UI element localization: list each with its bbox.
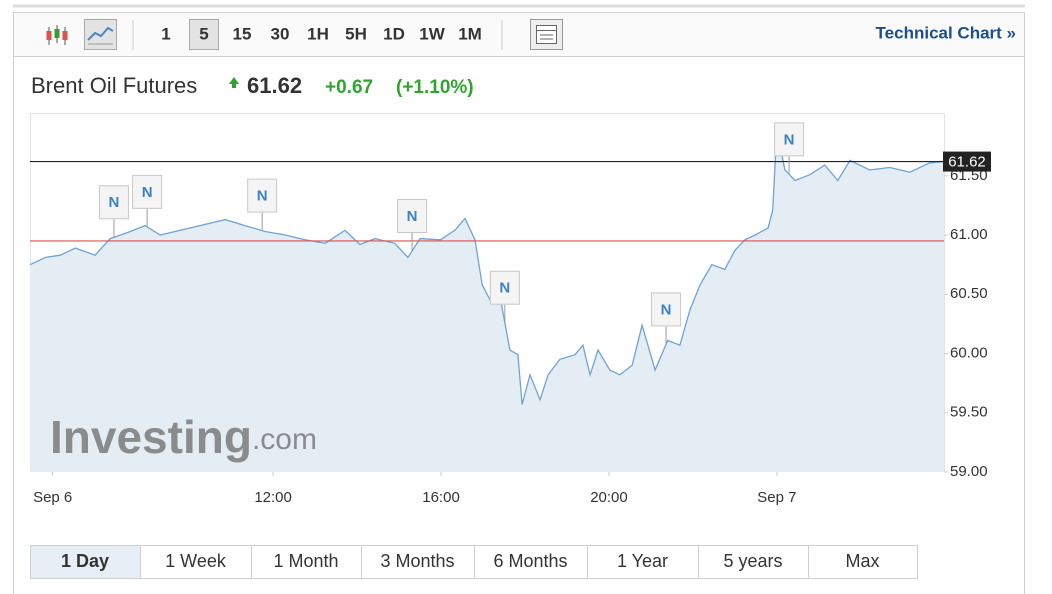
news-label: N [784, 131, 795, 148]
news-label: N [661, 301, 672, 318]
interval-label: 1M [458, 24, 482, 43]
range-tab[interactable]: 6 Months [474, 545, 588, 579]
panel-border [13, 56, 1025, 594]
range-tab-box [474, 545, 588, 579]
range-tab-box [361, 545, 475, 579]
news-box [651, 292, 682, 327]
news-box [98, 185, 129, 220]
news-marker[interactable]: N [651, 292, 682, 345]
news-label: N [109, 194, 120, 211]
range-tab-label: 3 Months [380, 551, 454, 571]
news-marker[interactable]: N [132, 174, 163, 227]
range-tab-label: 1 Week [165, 551, 227, 571]
news-box [132, 174, 163, 209]
interval-label: 15 [233, 24, 252, 43]
range-tab-box [808, 545, 918, 579]
interval-label: 5 [199, 24, 208, 43]
range-tab-label: 1 Month [273, 551, 338, 571]
interval-label: 1 [161, 24, 170, 43]
instrument-name: Brent Oil Futures [31, 73, 197, 98]
y-tick-label: 60.00 [950, 344, 988, 361]
news-marker[interactable]: N [247, 178, 278, 231]
news-label: N [407, 208, 418, 225]
change-percent: (+1.10%) [396, 77, 474, 98]
news-marker[interactable]: N [98, 185, 129, 238]
range-tab-box [698, 545, 809, 579]
news-label: N [499, 280, 510, 297]
news-box [774, 122, 805, 157]
interval-button[interactable]: 1W [419, 24, 445, 43]
range-tab[interactable]: 1 Week [140, 545, 252, 579]
news-box [397, 199, 428, 234]
range-tab-label: 6 Months [493, 551, 567, 571]
interval-button[interactable]: 1H [307, 24, 329, 43]
interval-label: 1H [307, 24, 329, 43]
y-tick-label: 61.00 [950, 226, 988, 243]
watermark-suffix: .com [252, 423, 317, 456]
range-tab[interactable]: 5 years [698, 545, 809, 579]
range-tab[interactable]: 3 Months [361, 545, 475, 579]
technical-chart-link[interactable]: Technical Chart » [876, 23, 1016, 42]
y-tick-label: 59.50 [950, 404, 988, 421]
news-marker[interactable]: N [489, 270, 520, 323]
y-tick-label: 60.50 [950, 285, 988, 302]
range-tab-label: Max [845, 551, 879, 571]
range-tab[interactable]: Max [808, 545, 918, 579]
interval-label: 1D [383, 24, 405, 43]
line-icon[interactable] [84, 19, 117, 50]
interval-button[interactable]: 30 [271, 24, 290, 43]
x-tick-label: Sep 6 [33, 489, 72, 506]
news-box [489, 270, 520, 305]
change: +0.67 [325, 77, 373, 98]
interval-button[interactable]: 1D [383, 24, 405, 43]
y-tick-label: 59.00 [950, 463, 988, 480]
last-price-tag [943, 151, 991, 172]
interval-label: 30 [271, 24, 290, 43]
interval-button[interactable]: 1M [458, 24, 482, 43]
overlay: N N N N N N N [98, 122, 805, 345]
range-tab-label: 5 years [723, 551, 782, 571]
news-label: N [257, 188, 268, 205]
price-line [29, 129, 945, 405]
x-tick-label: 12:00 [254, 489, 292, 506]
news-label: N [142, 184, 153, 201]
price: 61.62 [247, 73, 302, 98]
range-tab[interactable]: 1 Year [587, 545, 699, 579]
candle-icon[interactable] [46, 25, 68, 45]
x-tick-label: 20:00 [590, 489, 628, 506]
interval-button[interactable]: 15 [233, 24, 252, 43]
table-icon[interactable] [530, 19, 563, 50]
interval-button[interactable]: 1 [161, 24, 170, 43]
range-tab[interactable]: 1 Day [30, 545, 141, 579]
price-area [30, 129, 944, 472]
range-tab-label: 1 Day [61, 551, 109, 571]
news-box [247, 178, 278, 213]
interval-label: 1W [419, 24, 445, 43]
toolbar [13, 12, 1025, 57]
x-tick-label: Sep 7 [757, 489, 796, 506]
watermark-brand: Investing [50, 411, 252, 463]
up-arrow [229, 77, 239, 88]
interval-label: 5H [345, 24, 367, 43]
range-tab-box [587, 545, 699, 579]
last-price-label: 61.62 [948, 154, 986, 171]
range-tab-box [30, 545, 141, 579]
plot [29, 129, 945, 472]
range-tab-label: 1 Year [617, 551, 668, 571]
x-tick-label: 16:00 [422, 489, 460, 506]
interval-button[interactable]: 5 [189, 19, 219, 50]
news-marker[interactable]: N [397, 199, 428, 252]
watermark: Investing.com [50, 411, 317, 463]
news-marker[interactable]: N [774, 122, 805, 175]
interval-button[interactable]: 5H [345, 24, 367, 43]
interval-selected [189, 19, 219, 50]
range-tab[interactable]: 1 Month [251, 545, 362, 579]
